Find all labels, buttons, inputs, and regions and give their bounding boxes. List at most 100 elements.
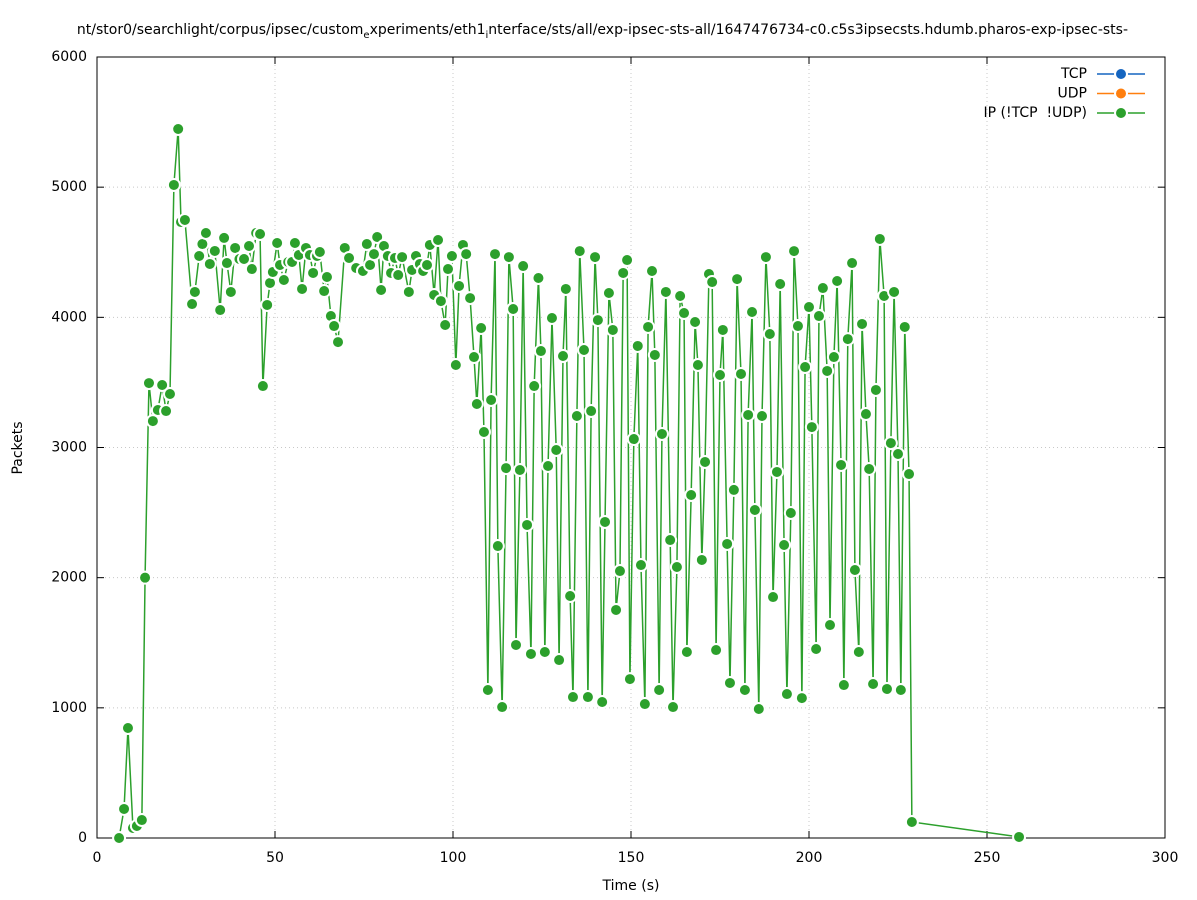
data-point [565,690,580,705]
data-point [287,236,302,251]
data-point [741,407,756,422]
data-point [847,562,862,577]
data-point [577,343,592,358]
data-point [523,646,538,661]
data-point [441,262,456,277]
data-point [217,230,232,245]
data-point [694,552,709,567]
data-point [255,379,270,394]
data-point [312,244,327,259]
data-point [598,514,613,529]
data-point [855,316,870,331]
data-point [779,687,794,702]
data-point [769,464,784,479]
title-part: nt/stor0/searchlight/corpus/ipsec/custom [77,22,364,38]
data-point [840,332,855,347]
data-point [588,250,603,265]
data-point [654,426,669,441]
data-point [527,379,542,394]
data-point [433,294,448,309]
data-point [506,302,521,317]
data-point [612,564,627,579]
data-point [630,338,645,353]
data-point [366,247,381,262]
data-point [192,249,207,264]
y-tick-label: 4000 [51,309,87,325]
data-point [645,263,660,278]
data-point [537,644,552,659]
data-point [633,558,648,573]
data-point [811,309,826,324]
data-point [1012,829,1027,844]
data-point [452,278,467,293]
data-point [463,291,478,306]
y-tick-label: 2000 [51,570,87,586]
data-point [476,425,491,440]
data-point [444,249,459,264]
data-point [467,350,482,365]
data-point [533,344,548,359]
data-point [490,539,505,554]
data-point [666,700,681,715]
x-tick-label: 150 [618,850,645,866]
data-point [374,282,389,297]
data-point [185,297,200,312]
data-point [207,243,222,258]
y-tick-label: 0 [78,830,87,846]
data-point [684,488,699,503]
data-point [830,274,845,289]
data-point [673,288,688,303]
data-point [569,408,584,423]
data-point [891,447,905,462]
data-point [823,618,838,633]
data-point [306,265,321,280]
data-point [563,589,578,604]
data-point [773,277,788,292]
y-axis-label: Packets [10,421,26,474]
data-point [202,256,217,271]
data-point [512,463,527,478]
data-point [112,831,127,845]
data-point [162,387,177,402]
data-point [242,239,257,254]
data-point [590,313,605,328]
title-part: xperiments/eth1 [370,22,486,38]
data-point [609,602,624,617]
data-point [420,258,435,273]
data-point [166,177,181,192]
data-point [720,536,735,551]
legend-label: UDP [1058,86,1087,102]
data-point [866,677,881,692]
data-point [342,250,357,265]
data-point [177,212,192,227]
data-point [171,121,186,136]
data-point [223,284,238,299]
data-point [213,303,228,318]
data-point [755,408,770,423]
data-point [520,517,535,532]
data-point [790,319,805,334]
data-point [359,237,374,252]
data-point [783,505,798,520]
data-point [499,461,514,476]
x-tick-label: 100 [440,850,467,866]
data-point [552,653,567,668]
x-tick-label: 0 [93,850,102,866]
data-point [601,285,616,300]
data-point [862,461,877,476]
data-point [897,319,912,334]
series [112,121,1027,845]
data-point [572,244,587,259]
data-point [794,691,809,706]
data-point [509,637,524,652]
data-point [370,230,385,245]
data-point [758,250,773,265]
data-point [438,318,453,333]
data-point [391,268,406,283]
data-point [448,357,463,372]
y-tick-label: 6000 [51,49,87,65]
data-point [431,233,446,248]
data-point [677,306,692,321]
